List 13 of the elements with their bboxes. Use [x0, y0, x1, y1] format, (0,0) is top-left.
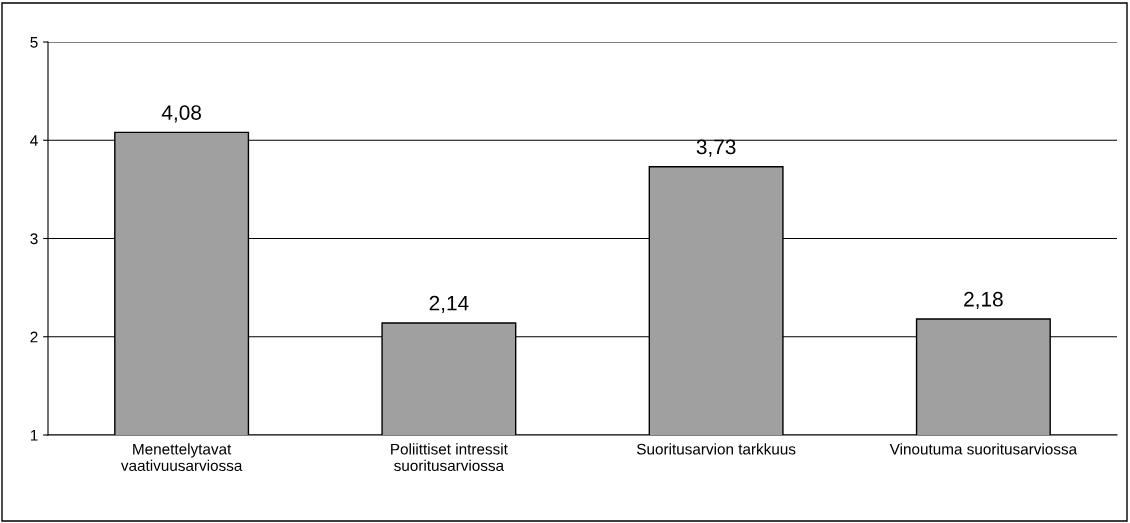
y-tick-label: 4 — [30, 135, 38, 146]
y-tick-label: 5 — [30, 37, 38, 48]
x-tick-label: Poliittiset intressit suoritusarviossa — [391, 443, 508, 472]
data-label: 4,08 — [161, 105, 201, 123]
data-label: 2,14 — [429, 295, 469, 313]
y-tick-label: 3 — [30, 233, 38, 245]
y-tick-label: 2 — [30, 331, 38, 343]
data-label: 3,73 — [696, 139, 736, 157]
y-tick-label: 1 — [30, 430, 38, 441]
x-tick-label: Suoritusarvion tarkkuus — [637, 443, 796, 455]
data-label: 2,18 — [964, 291, 1003, 310]
x-tick-label: Vinoutuma suoritusarviossa — [889, 443, 1078, 455]
x-tick-label: Menettelytavat vaativuusarviossa — [120, 443, 243, 472]
